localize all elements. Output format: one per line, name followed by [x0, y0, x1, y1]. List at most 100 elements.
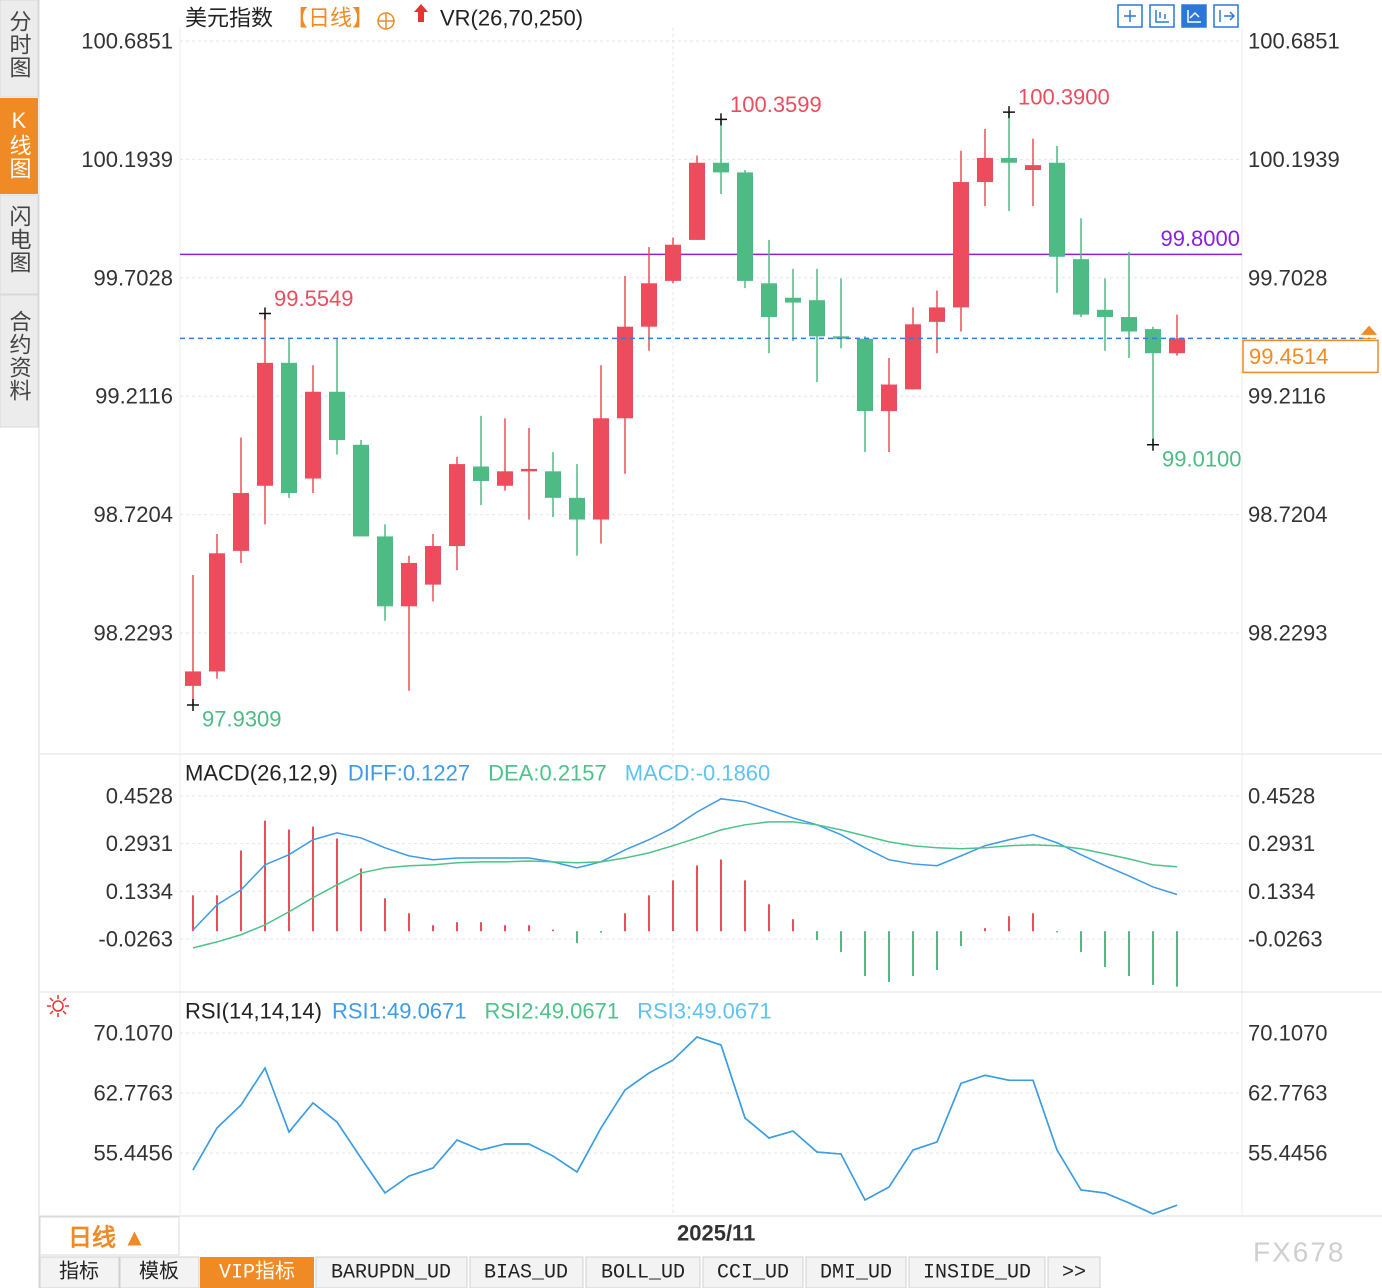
- tab-label[interactable]: 模板: [139, 1260, 179, 1285]
- macd-bar: [864, 931, 866, 976]
- candle-body: [545, 471, 561, 498]
- macd-bar: [936, 931, 938, 970]
- candle-body: [977, 157, 993, 183]
- y-tick-label: 100.1939: [81, 147, 173, 172]
- tab-label[interactable]: BIAS_UD: [484, 1262, 568, 1285]
- chart-title: 美元指数: [185, 6, 273, 31]
- candle-body: [257, 362, 273, 486]
- indicator-label: VR(26,70,250): [440, 6, 583, 31]
- macd-bar: [504, 925, 506, 932]
- tab[interactable]: [805, 1256, 907, 1288]
- tab-label[interactable]: DMI_UD: [820, 1262, 892, 1285]
- tool-icon[interactable]: [1213, 4, 1239, 28]
- candle-body: [1145, 329, 1161, 354]
- candle-body: [329, 391, 345, 440]
- tab[interactable]: [585, 1256, 701, 1288]
- sidebar-label[interactable]: 合约资料: [7, 310, 32, 402]
- sidebar-tab[interactable]: [0, 0, 39, 98]
- tab[interactable]: [315, 1256, 468, 1288]
- candle-body: [233, 493, 249, 551]
- candle-body: [1001, 157, 1017, 163]
- sidebar-tab[interactable]: [0, 294, 39, 428]
- toolbar: [1117, 4, 1239, 28]
- high-label: 100.3900: [1018, 85, 1110, 110]
- tab[interactable]: [1047, 1256, 1101, 1288]
- candle-body: [785, 297, 801, 303]
- tab[interactable]: [119, 1256, 200, 1288]
- candle-body: [425, 546, 441, 585]
- candle-body: [833, 336, 849, 339]
- tab-label[interactable]: 指标: [59, 1260, 99, 1285]
- candle-body: [809, 300, 825, 337]
- macd-bar: [288, 829, 290, 932]
- y-tick-label: 0.4528: [106, 783, 173, 808]
- macd-bar: [672, 880, 674, 932]
- tab[interactable]: [39, 1256, 120, 1288]
- candle-body: [881, 384, 897, 412]
- y-tick-label: 99.7028: [93, 265, 173, 290]
- macd-bar: [240, 850, 242, 932]
- low-label: 99.0100: [1162, 446, 1242, 471]
- y-tick-label: 98.7204: [93, 502, 173, 527]
- y-tick-label-right: 0.2931: [1248, 831, 1315, 856]
- macd-bar: [816, 931, 818, 941]
- panel-title: RSI(14,14,14): [185, 999, 322, 1024]
- high-label: 100.3599: [730, 92, 822, 117]
- tool-icon[interactable]: [1117, 4, 1143, 28]
- macd-bar: [552, 929, 554, 932]
- sidebar-label[interactable]: K线图: [7, 108, 32, 180]
- last-price-arrow: [1360, 325, 1378, 339]
- macd-bar: [264, 820, 266, 932]
- candle-body: [905, 324, 921, 390]
- macd-bar: [744, 880, 746, 932]
- sidebar-tab-active[interactable]: [0, 98, 38, 194]
- y-tick-label: 0.1334: [106, 879, 173, 904]
- tab-bar: 指标 模板 VIP指标 BARUPDN_UD BIAS_UD BOLL_UD C…: [39, 1256, 1101, 1288]
- y-tick-label-right: 99.7028: [1248, 265, 1328, 290]
- sidebar-tab[interactable]: [0, 194, 39, 295]
- tab-label[interactable]: CCI_UD: [717, 1262, 789, 1285]
- macd-bar: [648, 895, 650, 932]
- tab[interactable]: [469, 1256, 584, 1288]
- y-tick-label-right: 70.1070: [1248, 1021, 1328, 1046]
- tab-label[interactable]: >>: [1062, 1262, 1086, 1285]
- candle-body: [473, 466, 489, 481]
- macd-bar: [840, 931, 842, 953]
- tab-active[interactable]: [200, 1257, 314, 1288]
- target-icon[interactable]: [377, 12, 395, 30]
- macd-bar: [1080, 931, 1082, 953]
- y-tick-label: 98.2293: [93, 621, 173, 646]
- period-button-label[interactable]: 日线 ▲: [68, 1225, 146, 1252]
- sidebar-label[interactable]: 分时图: [7, 10, 32, 79]
- last-price-box: [1242, 339, 1379, 374]
- candle-body: [737, 172, 753, 281]
- macd-bar: [960, 931, 962, 947]
- tab-label[interactable]: INSIDE_UD: [923, 1262, 1031, 1285]
- tab-label[interactable]: BOLL_UD: [601, 1262, 685, 1285]
- period-button[interactable]: [39, 1216, 180, 1256]
- tab[interactable]: [908, 1256, 1046, 1288]
- tool-icon[interactable]: [1181, 4, 1207, 28]
- macd-bar: [408, 913, 410, 932]
- candle-body: [401, 562, 417, 607]
- high-label: 99.5549: [274, 286, 354, 311]
- tab-label[interactable]: BARUPDN_UD: [331, 1262, 451, 1285]
- tab-label[interactable]: VIP指标: [219, 1260, 295, 1285]
- rsi-icon[interactable]: [47, 995, 69, 1017]
- tool-icon[interactable]: [1149, 4, 1175, 28]
- macd-bar: [984, 928, 986, 932]
- y-tick-label-right: 100.1939: [1248, 147, 1340, 172]
- tab[interactable]: [702, 1256, 804, 1288]
- candle-body: [569, 497, 585, 520]
- y-tick-label-right: 98.2293: [1248, 621, 1328, 646]
- candle-body: [353, 444, 369, 537]
- macd-bar: [192, 895, 194, 932]
- macd-bar: [768, 904, 770, 932]
- legend-entry: DIFF:0.1227: [348, 761, 470, 786]
- macd-bar: [1176, 931, 1178, 987]
- candle-body: [377, 536, 393, 607]
- candle-body: [185, 671, 201, 686]
- candle-body: [665, 244, 681, 281]
- sidebar-label[interactable]: 闪电图: [7, 205, 32, 274]
- macd-bar: [1008, 916, 1010, 932]
